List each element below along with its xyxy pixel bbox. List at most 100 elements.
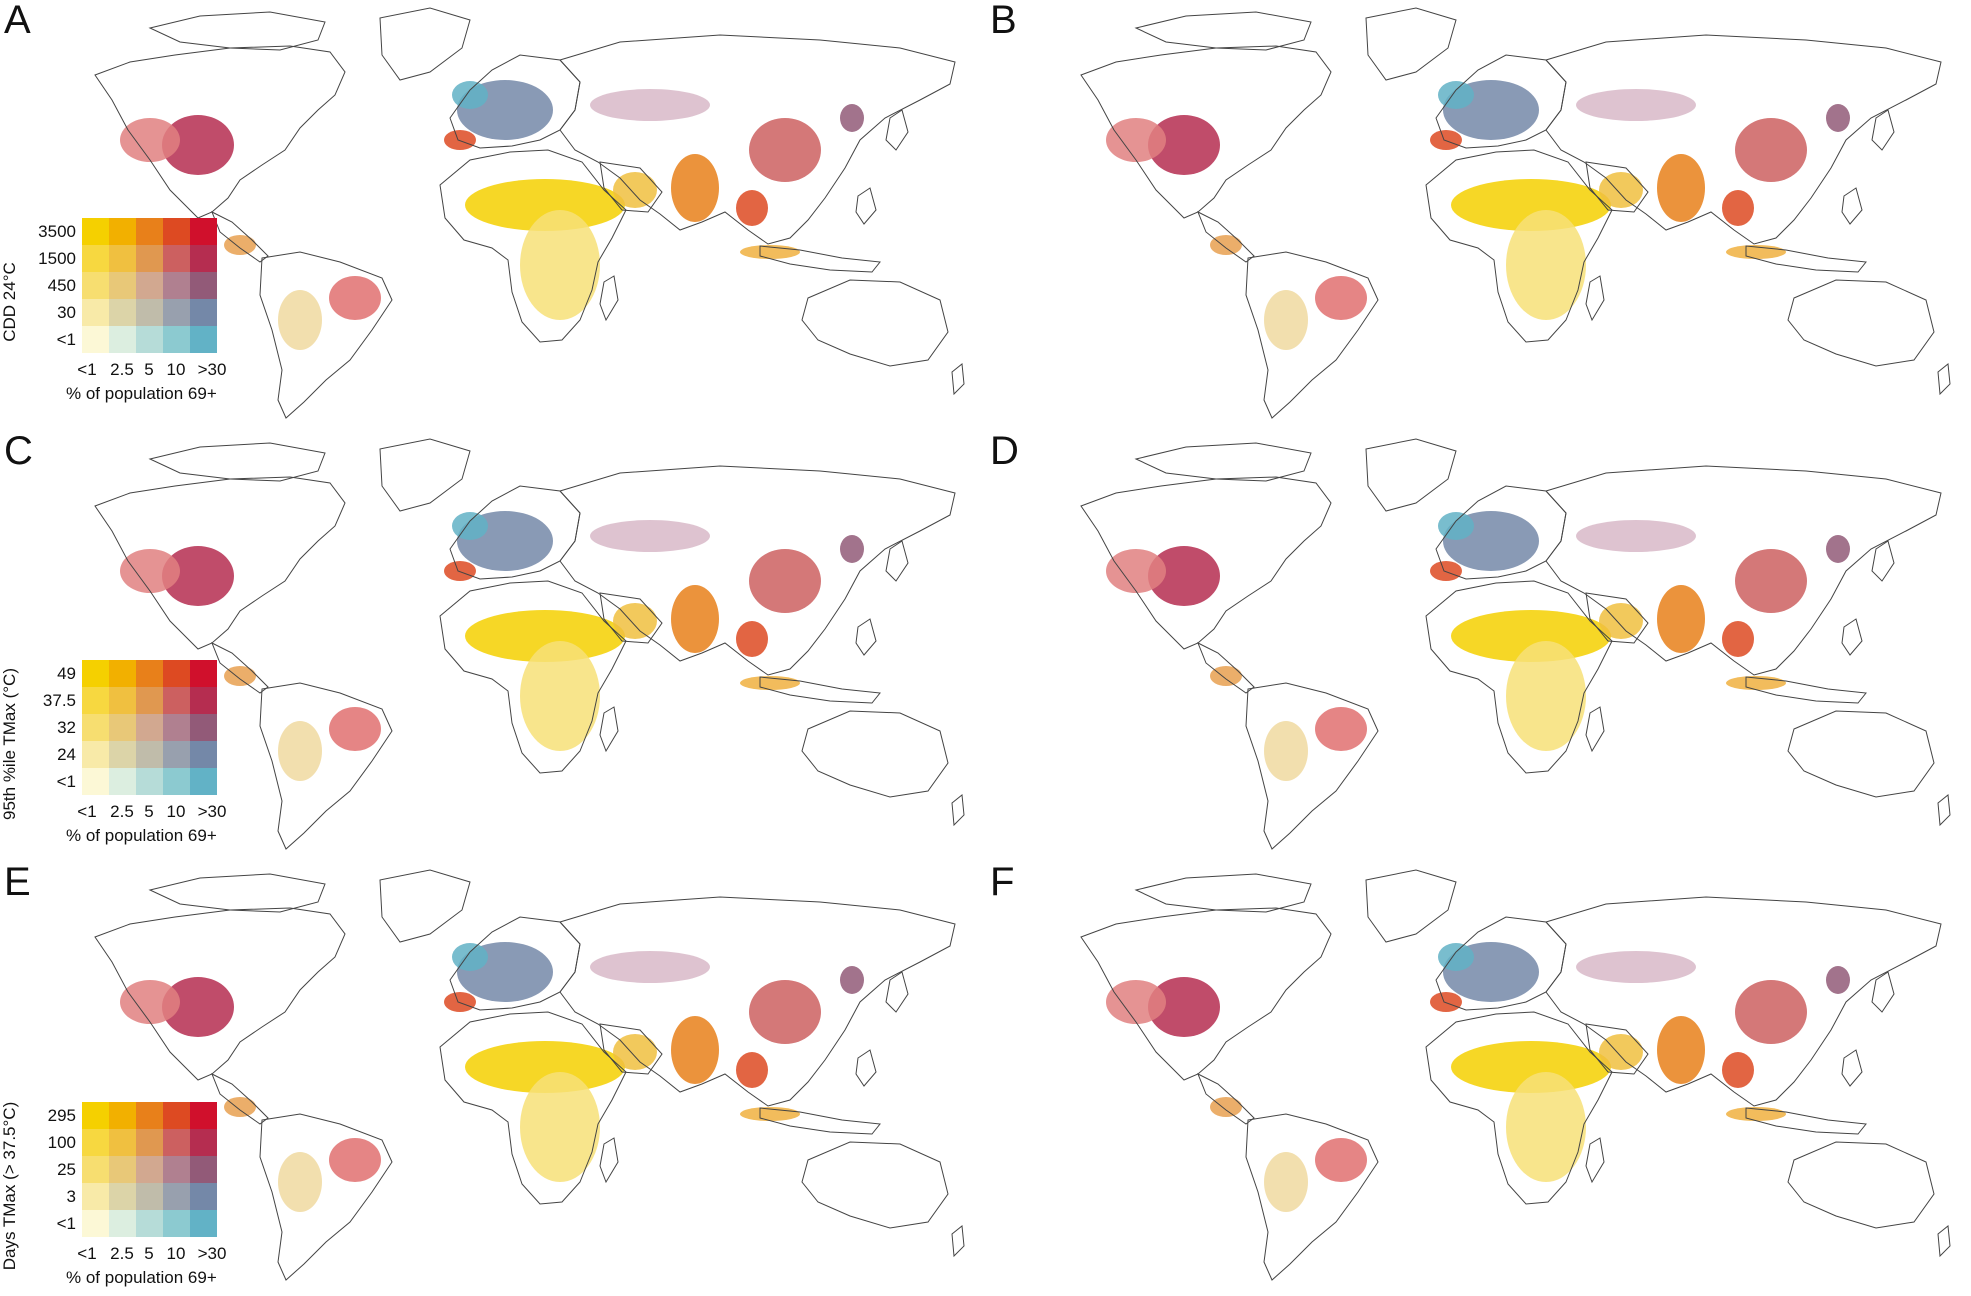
legend-y-tick: <1 [56,772,76,791]
legend-color-grid [82,1102,217,1237]
legend-y-tick: 25 [57,1160,76,1179]
land-outline [1871,971,1895,1013]
legend-color-cell [190,299,217,326]
data-patch [1210,666,1242,686]
data-patch [520,641,600,751]
data-patch [613,172,657,208]
land-outline [1841,187,1863,225]
legend-color-cell [82,272,109,299]
legend-y-tick: 24 [57,745,76,764]
data-patch [1576,89,1696,121]
data-patch [1148,546,1220,606]
land-outline [1745,1107,1867,1135]
legend-color-cell [136,1102,163,1129]
land-outline [951,794,965,827]
land-outline [259,251,393,419]
data-patch [1430,992,1462,1012]
data-patch [1826,535,1850,563]
data-patch [224,666,256,686]
legend-color-cell [190,741,217,768]
land-outline [559,896,956,1107]
land-outline [599,592,663,644]
land-outline [1365,438,1457,512]
legend-color-cell [109,1129,136,1156]
data-patch [120,549,180,593]
panel-a: A CDD 24°C 3500 1500 450 30 <1 <1 2.5 5 … [0,0,985,431]
data-patch [590,951,710,983]
legend-color-cell [136,245,163,272]
land-outline [1425,580,1613,774]
legend-x-tick: 5 [144,360,154,379]
legend-x-tick: 5 [144,1244,154,1263]
data-patch [736,621,768,657]
legend-color-cell [190,687,217,714]
land-outline [801,1141,949,1229]
land-outline [1745,245,1867,273]
land-outline [1585,1023,1649,1075]
data-patch [1438,512,1474,540]
data-patch [1506,1072,1586,1182]
legend-y-tick: 100 [47,1133,76,1152]
data-patch [1451,610,1611,662]
land-outline [559,465,956,676]
land-outline [1197,641,1255,694]
land-outline [1197,210,1255,263]
bivariate-legend: CDD 24°C 3500 1500 450 30 <1 <1 2.5 5 10… [0,212,260,412]
land-outline [1787,1141,1935,1229]
data-patch [1264,1152,1308,1212]
data-patch [452,512,488,540]
legend-color-cell [109,299,136,326]
land-outline [379,438,471,512]
legend-color-cell [163,326,190,353]
panel-letter: D [990,429,1019,473]
data-patch [1599,1034,1643,1070]
legend-color-cell [190,768,217,795]
data-patch [1264,721,1308,781]
legend-x-tick: 2.5 [110,1244,134,1263]
data-patch [736,190,768,226]
land-outline [1787,710,1935,798]
legend-color-cell [190,1156,217,1183]
legend-color-cell [82,1156,109,1183]
data-patch [1106,980,1166,1024]
data-patch [1264,290,1308,350]
legend-x-title: % of population 69+ [66,826,217,845]
land-outline [439,1011,627,1205]
legend-color-cell [163,714,190,741]
legend-x-tick: <1 [77,1244,97,1263]
data-patch [590,520,710,552]
legend-color-cell [109,1156,136,1183]
legend-y-tick: 49 [57,664,76,683]
legend-y-tick: 450 [47,276,76,295]
legend-color-cell [136,272,163,299]
legend-color-cell [163,218,190,245]
land-outline [379,869,471,943]
legend-color-cell [109,1102,136,1129]
legend-color-cell [136,1156,163,1183]
land-outline [439,149,627,343]
legend-color-cell [109,687,136,714]
panel-d: D [986,429,1971,862]
legend-color-cell [82,326,109,353]
legend-color-cell [163,660,190,687]
data-patch [329,1138,381,1182]
data-patch [1315,276,1367,320]
legend-color-cell [190,326,217,353]
data-patch [444,992,476,1012]
land-outline [759,245,881,273]
legend-color-cell [109,741,136,768]
legend-color-cell [190,218,217,245]
land-outline [94,907,346,1081]
legend-color-grid [82,660,217,795]
world-map [1080,7,1951,419]
legend-color-cell [190,1129,217,1156]
legend-color-cell [136,1210,163,1237]
panel-letter: A [4,0,31,42]
world-map [94,869,965,1281]
legend-x-tick: <1 [77,360,97,379]
land-outline [885,971,909,1013]
data-patch [1735,980,1807,1044]
data-patch [444,561,476,581]
data-patch [1735,118,1807,182]
legend-y-tick: 1500 [38,249,76,268]
